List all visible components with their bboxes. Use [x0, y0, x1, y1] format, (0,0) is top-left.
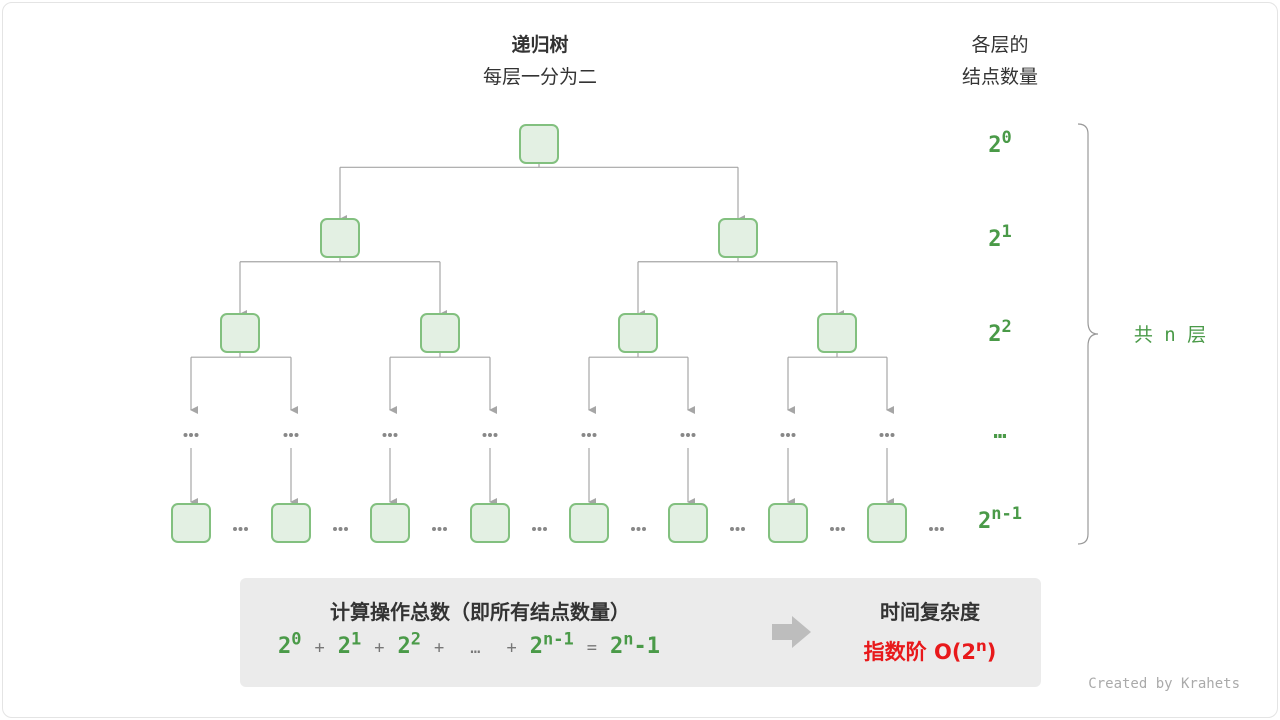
credit: Created by Krahets — [1088, 676, 1240, 692]
ellipsis-dot — [393, 433, 398, 437]
ellipsis-dot — [885, 433, 889, 437]
tree-node — [867, 503, 907, 543]
formula-operator: … — [470, 638, 481, 659]
ellipsis-dot — [244, 527, 248, 531]
formula-operator: + — [434, 638, 445, 659]
level-count: … — [940, 414, 1060, 444]
ellipsis-dot — [735, 527, 740, 531]
complexity-value: 指数阶 O(2n) — [863, 637, 997, 664]
ellipsis-dot — [493, 433, 498, 437]
ellipsis-dot — [686, 433, 690, 437]
base: 2 — [978, 509, 992, 534]
formula-operator: + — [374, 638, 385, 659]
ellipsis-dot — [587, 433, 591, 437]
formula-term: 2n-1 — [529, 630, 574, 660]
ellipsis-dot — [780, 433, 785, 437]
ellipsis-dot — [934, 527, 939, 531]
ellipsis-dot — [382, 433, 387, 437]
tree-node — [271, 503, 311, 543]
ellipsis-dot — [581, 433, 586, 437]
formula-operator: + — [506, 638, 517, 659]
ellipsis-dot — [482, 433, 487, 437]
ellipsis-dot — [830, 527, 834, 531]
ellipsis-dot — [890, 433, 895, 437]
ellipsis-dot — [233, 527, 237, 531]
base: 2 — [988, 322, 1002, 347]
tree-node — [618, 313, 658, 353]
ellipsis-dot — [333, 527, 337, 531]
ellipsis-dot — [289, 433, 293, 437]
ellipsis-dot — [940, 527, 944, 531]
tree-node — [768, 503, 808, 543]
count-title-1: 各层的 — [971, 34, 1029, 56]
tree-node — [470, 503, 510, 543]
formula-term: 20 — [278, 630, 302, 660]
brace — [1077, 123, 1099, 545]
ellipsis-dot — [488, 433, 492, 437]
ellipsis-dot — [294, 433, 299, 437]
level-count: 2n-1 — [978, 504, 1022, 534]
level-count: 20 — [988, 128, 1012, 158]
ellipsis-dot — [636, 527, 641, 531]
brace-label: 共 n 层 — [1133, 324, 1207, 346]
ellipsis-dot — [189, 433, 193, 437]
ellipsis-dot — [791, 433, 796, 437]
tree-node — [519, 124, 559, 164]
ellipsis-dot — [238, 527, 243, 531]
ellipsis-dot — [537, 527, 542, 531]
complexity-title: 时间复杂度 — [880, 600, 980, 624]
tree-title: 递归树 — [511, 34, 569, 56]
ellipsis-dot — [592, 433, 597, 437]
ellipsis-dot — [388, 433, 392, 437]
count-title-2: 结点数量 — [961, 66, 1038, 88]
ellipsis-dot — [443, 527, 447, 531]
base: 2 — [988, 133, 1002, 158]
ellipsis-dot — [338, 527, 343, 531]
ellipsis-dot — [532, 527, 536, 531]
tree-node — [817, 313, 857, 353]
ellipsis-dot — [730, 527, 734, 531]
formula: 20 +21 +22 + … +2n-1 = 2n-1 — [278, 630, 660, 659]
ellipsis-dot — [835, 527, 840, 531]
tree-node — [370, 503, 410, 543]
tree-node — [569, 503, 609, 543]
level-count: 21 — [988, 222, 1012, 252]
arrow-icon — [772, 616, 811, 648]
ellipsis-dot — [631, 527, 635, 531]
ellipsis-dot — [344, 527, 348, 531]
formula-term: 21 — [337, 630, 362, 660]
ellipsis-dot — [437, 527, 442, 531]
ellipsis-dot — [691, 433, 696, 437]
tree-node — [718, 218, 758, 258]
base: … — [993, 419, 1007, 444]
base: 2 — [988, 227, 1002, 252]
ellipsis-dot — [680, 433, 685, 437]
formula-operator: + — [314, 638, 325, 659]
ellipsis-dot — [879, 433, 884, 437]
tree-subtitle: 每层一分为二 — [482, 66, 597, 88]
ellipsis-dot — [194, 433, 199, 437]
formula-term: 22 — [397, 630, 422, 660]
formula-operator: = — [586, 638, 597, 659]
ellipsis-dot — [283, 433, 288, 437]
ellipsis-dot — [929, 527, 933, 531]
summary-panel: 计算操作总数（即所有结点数量） 20 +21 +22 + … +2n-1 = 2n-1 时间复… — [240, 578, 1041, 687]
ellipsis-dot — [642, 527, 646, 531]
ellipsis-dot — [786, 433, 790, 437]
tree-node — [171, 503, 211, 543]
tree-node — [320, 218, 360, 258]
summary-title: 计算操作总数（即所有结点数量） — [330, 600, 630, 624]
level-count: 22 — [988, 317, 1012, 347]
ellipsis-dot — [841, 527, 845, 531]
formula-term: 2n-1 — [609, 630, 660, 660]
ellipsis-dot — [183, 433, 188, 437]
tree-node — [220, 313, 260, 353]
ellipsis-dot — [543, 527, 547, 531]
tree-node — [668, 503, 708, 543]
ellipsis-dot — [432, 527, 436, 531]
ellipsis-dot — [741, 527, 745, 531]
tree-node — [420, 313, 460, 353]
